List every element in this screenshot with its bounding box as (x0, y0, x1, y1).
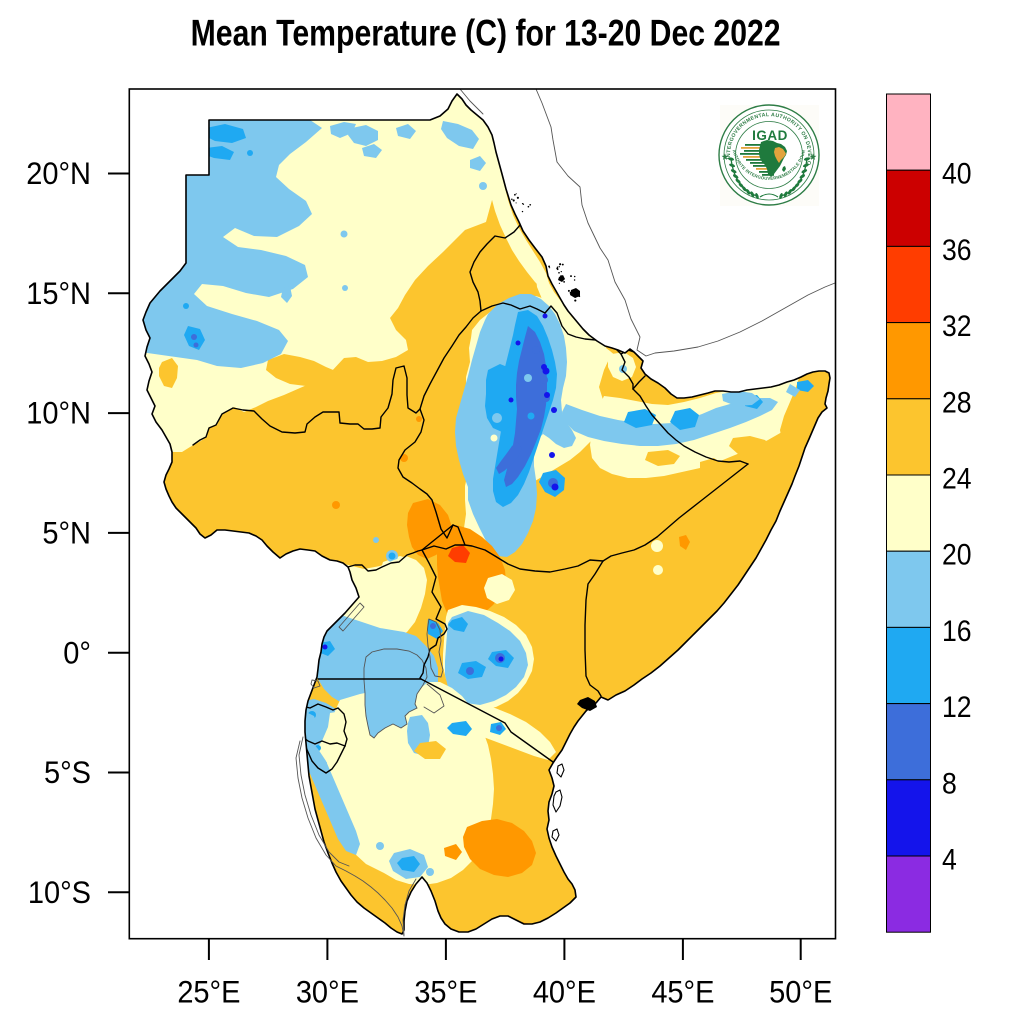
svg-text:28: 28 (942, 386, 972, 418)
svg-text:25°E: 25°E (177, 974, 240, 1010)
svg-text:30°E: 30°E (296, 974, 359, 1010)
svg-text:Mean Temperature (C) for 13-20: Mean Temperature (C) for 13-20 Dec 2022 (191, 12, 781, 54)
svg-text:32: 32 (942, 310, 972, 342)
svg-text:40°E: 40°E (533, 974, 596, 1010)
svg-text:20°N: 20°N (26, 156, 91, 192)
svg-text:36: 36 (942, 234, 972, 266)
svg-text:40: 40 (942, 158, 972, 190)
svg-text:45°E: 45°E (651, 974, 714, 1010)
svg-text:8: 8 (942, 767, 957, 799)
svg-text:IGAD: IGAD (752, 128, 788, 143)
svg-text:5°S: 5°S (44, 755, 91, 791)
svg-text:50°E: 50°E (769, 974, 832, 1010)
svg-text:35°E: 35°E (414, 974, 477, 1010)
svg-text:16: 16 (942, 615, 972, 647)
svg-text:15°N: 15°N (26, 276, 91, 312)
svg-text:5°N: 5°N (42, 515, 91, 551)
svg-text:20: 20 (942, 539, 972, 571)
svg-text:24: 24 (942, 462, 972, 494)
svg-text:12: 12 (942, 691, 972, 723)
svg-text:10°N: 10°N (26, 395, 91, 431)
svg-text:10°S: 10°S (28, 875, 91, 911)
svg-text:0°: 0° (63, 635, 91, 671)
svg-text:4: 4 (942, 843, 957, 875)
